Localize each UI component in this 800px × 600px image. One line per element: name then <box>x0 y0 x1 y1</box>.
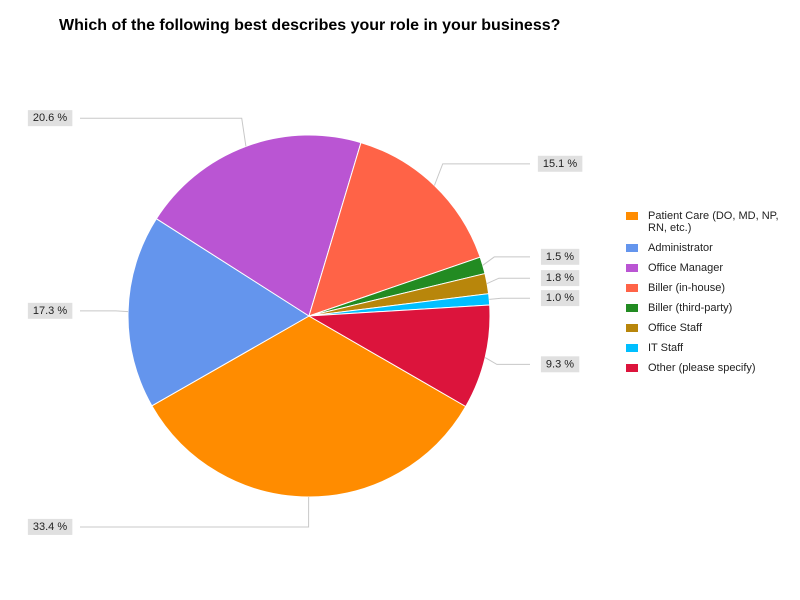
legend-item: Biller (in-house) <box>626 282 786 294</box>
legend-label: IT Staff <box>648 342 684 354</box>
leader-line <box>80 310 129 313</box>
leader-line <box>80 496 310 528</box>
legend-label: Other (please specify) <box>648 362 756 374</box>
legend-swatch <box>626 304 638 312</box>
legend-item: Office Manager <box>626 262 786 274</box>
legend-item: Office Staff <box>626 322 786 334</box>
leader-line <box>484 357 530 365</box>
pie-slice <box>308 141 481 317</box>
data-label: 20.6 % <box>33 112 67 124</box>
leader-line <box>433 163 530 186</box>
legend-label: Biller (in-house) <box>648 282 726 294</box>
legend-label: Office Staff <box>648 322 703 334</box>
legend-swatch <box>626 364 638 372</box>
data-label: 9.3 % <box>546 358 574 370</box>
data-label: 1.0 % <box>546 292 574 304</box>
legend-swatch <box>626 344 638 352</box>
legend: Patient Care (DO, MD, NP, RN, etc.) Admin… <box>626 210 786 382</box>
legend-swatch <box>626 264 638 272</box>
data-label-bg <box>540 290 580 307</box>
leader-line <box>489 297 530 300</box>
legend-swatch <box>626 244 638 252</box>
data-label-bg <box>27 518 73 535</box>
data-label: 15.1 % <box>543 158 577 170</box>
legend-label: Biller (third-party) <box>648 302 733 314</box>
legend-label: Patient Care (DO, MD, NP, RN, etc.) <box>648 210 779 234</box>
legend-item: Patient Care (DO, MD, NP, RN, etc.) <box>626 210 786 234</box>
data-label: 17.3 % <box>33 305 67 317</box>
pie-slice <box>155 134 362 317</box>
legend-swatch <box>626 284 638 292</box>
data-label: 1.5 % <box>546 251 574 263</box>
leader-line <box>80 117 247 147</box>
data-label-bg <box>540 270 580 287</box>
pie-slice <box>307 304 491 408</box>
legend-item: IT Staff <box>626 342 786 354</box>
chart-title: Which of the following best describes yo… <box>59 17 561 34</box>
leader-line <box>486 277 530 285</box>
legend-item: Biller (third-party) <box>626 302 786 314</box>
data-label-bg <box>540 356 580 373</box>
data-label: 33.4 % <box>33 521 67 533</box>
legend-label: Office Manager <box>648 262 724 274</box>
leader-line <box>482 256 530 266</box>
legend-item: Administrator <box>626 242 786 254</box>
legend-label: Administrator <box>648 242 713 254</box>
data-label-bg <box>27 302 73 319</box>
legend-swatch <box>626 212 638 220</box>
legend-item: Other (please specify) <box>626 362 786 374</box>
data-label-bg <box>540 248 580 265</box>
data-label: 1.8 % <box>546 272 574 284</box>
data-label-bg <box>27 110 73 127</box>
data-label-bg <box>537 155 583 172</box>
legend-swatch <box>626 324 638 332</box>
